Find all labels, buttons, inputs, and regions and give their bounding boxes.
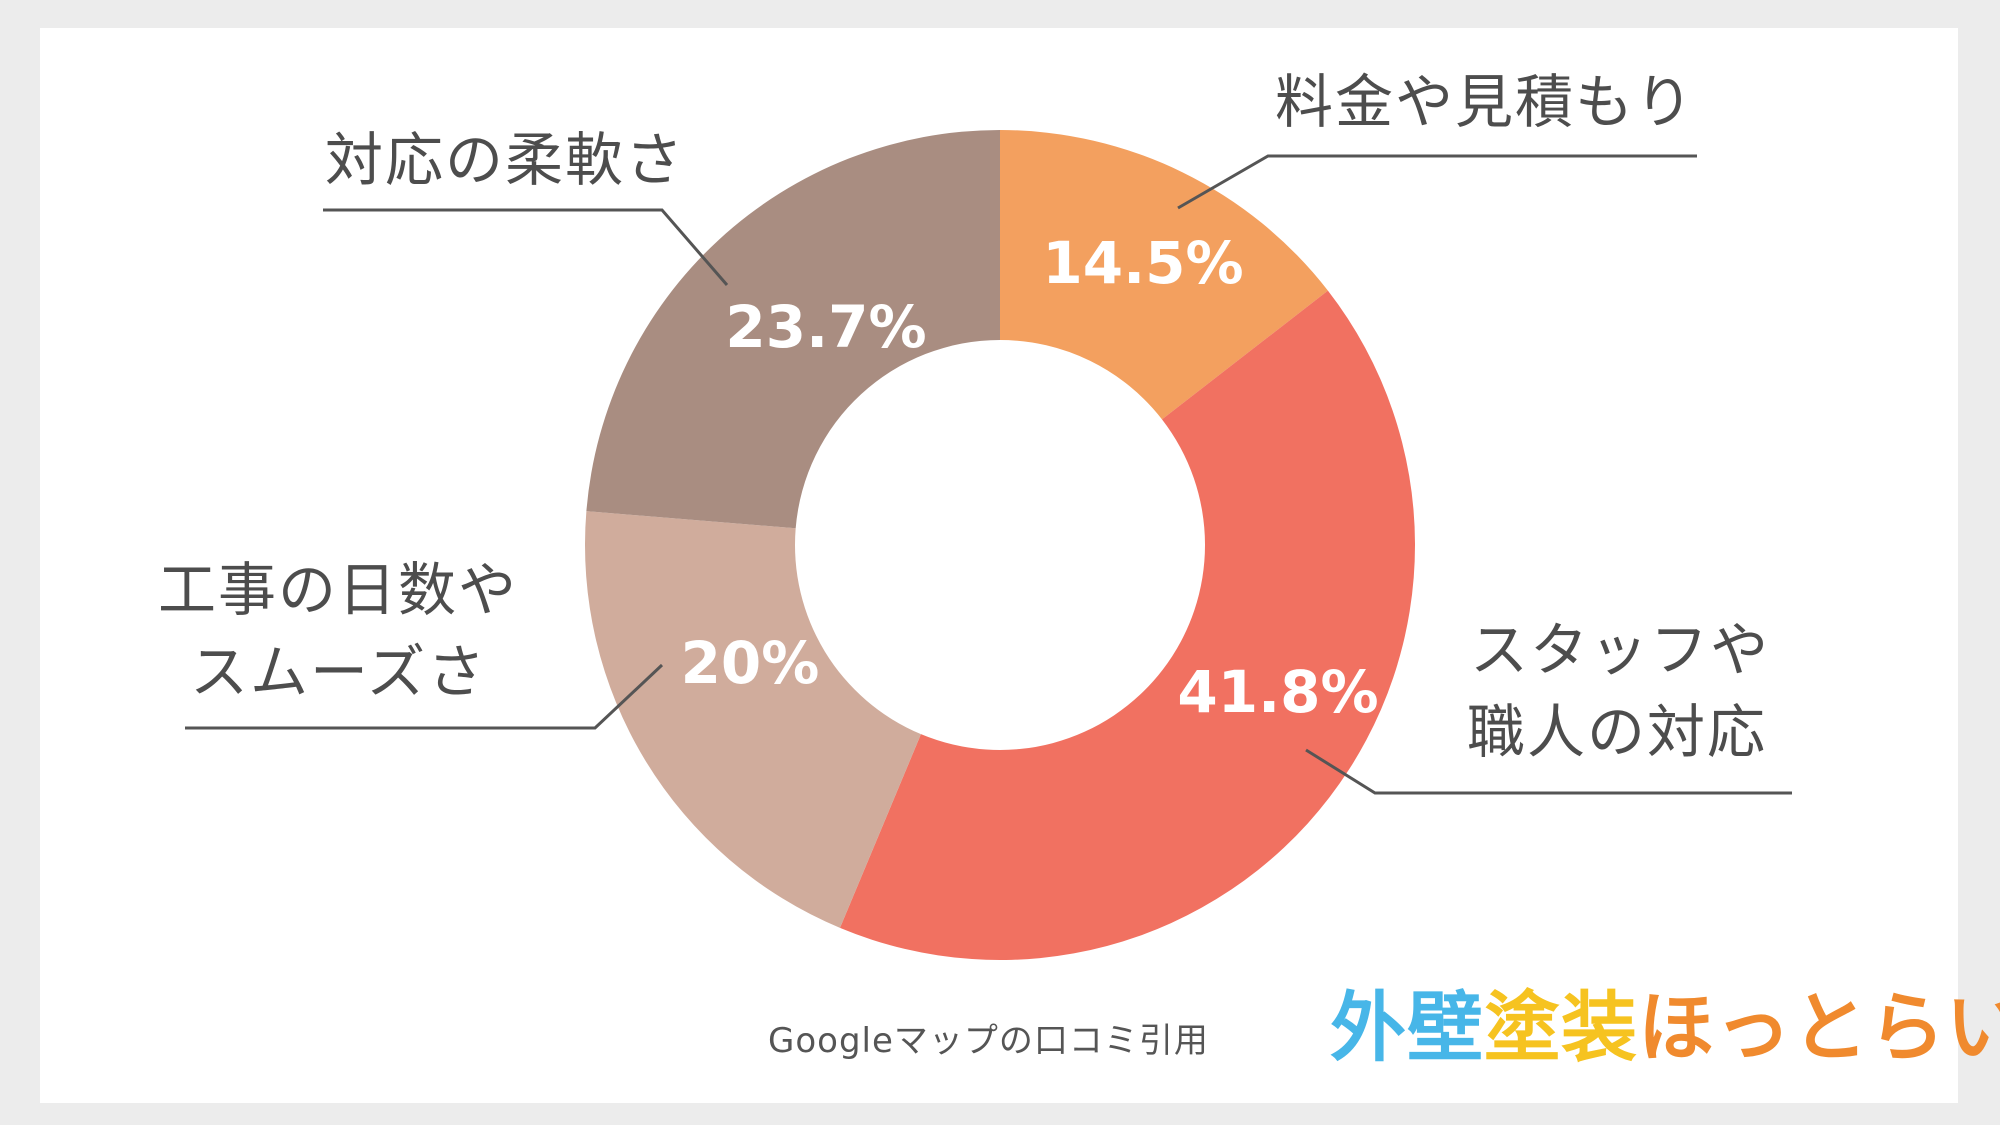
donut-slice-days: [585, 511, 921, 928]
label-flex: 対応の柔軟さ: [325, 126, 685, 194]
donut-slices: [585, 130, 1415, 961]
leader-line-fee: [1177, 154, 1697, 210]
pct-label-flex: 23.7%: [725, 293, 926, 361]
pct-label-staff: 41.8%: [1177, 658, 1378, 726]
label-days-line2: スムーズさ: [190, 638, 487, 706]
logo-part-1: 外壁: [1330, 983, 1484, 1072]
source-caption: Googleマップの口コミ引用: [768, 1021, 1209, 1061]
donut-slice-flex: [586, 130, 1000, 529]
label-fee: 料金や見積もり: [1275, 68, 1695, 136]
donut-slice-staff: [839, 290, 1415, 961]
label-staff-line2: 職人の対応: [1467, 698, 1767, 766]
label-staff-line1: スタッフや: [1470, 616, 1770, 684]
leader-line-flex: [323, 208, 729, 286]
pct-label-days: 20%: [681, 629, 820, 697]
leader-line-staff: [1305, 748, 1792, 795]
label-days-line1: 工事の日数や: [158, 556, 518, 624]
leader-line-days: [185, 663, 664, 730]
pct-label-fee: 14.5%: [1042, 229, 1243, 297]
logo-part-3: ほっとらいん: [1638, 983, 2000, 1072]
logo-part-2: 塗装: [1484, 983, 1638, 1072]
donut-slice-fee: [1000, 130, 1328, 420]
brand-logo: 外壁塗装ほっとらいん: [1330, 990, 2000, 1066]
